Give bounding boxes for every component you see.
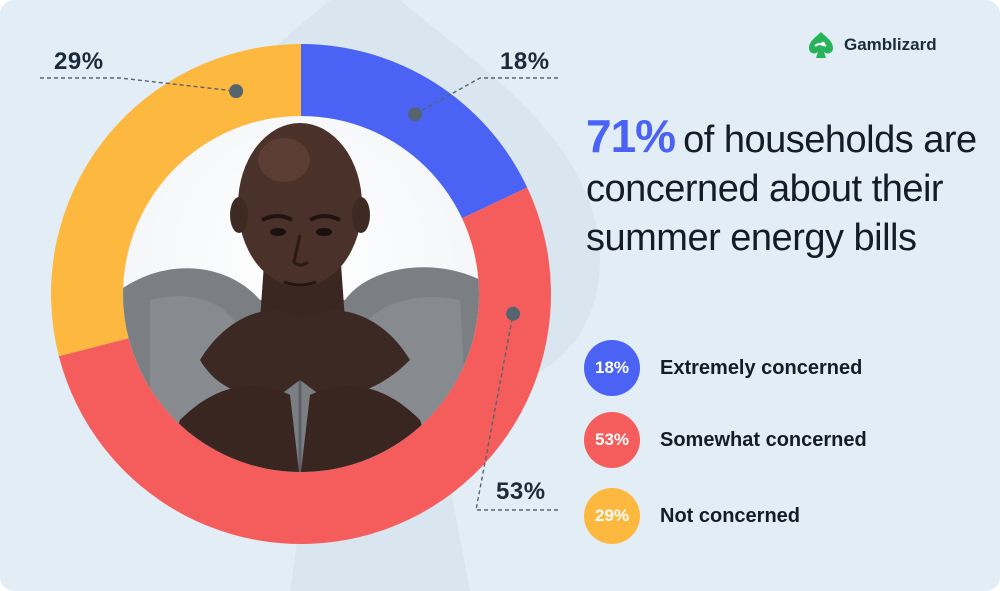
leader-line-extremely (414, 77, 558, 115)
leader-dot-somewhat (506, 306, 521, 321)
gamblizard-logo-icon (809, 32, 833, 58)
legend-badge: 18% (584, 340, 640, 396)
leader-line-not (40, 77, 237, 92)
legend-item-somewhat: 53% Somewhat concerned (584, 412, 867, 468)
donut-chart (40, 44, 558, 544)
donut-slice-somewhat (58, 187, 551, 544)
slice-label-somewhat: 53% (496, 478, 546, 505)
slice-label-extremely: 18% (500, 48, 550, 75)
headline: 71% of households are concerned about the… (586, 112, 986, 263)
headline-highlight: 71% (586, 110, 676, 162)
legend-item-extremely: 18% Extremely concerned (584, 340, 862, 396)
legend-label: Not concerned (660, 504, 801, 527)
slice-label-not: 29% (54, 48, 104, 75)
legend-label: Somewhat concerned (660, 428, 867, 451)
headline-text: of households are concerned about their … (586, 119, 977, 259)
legend-label: Extremely concerned (660, 356, 863, 379)
legend-item-not: 29% Not concerned (584, 488, 800, 544)
brand-name: Gamblizard (844, 35, 937, 54)
leader-dot-extremely (408, 107, 423, 122)
donut-slice-extremely (301, 44, 528, 220)
legend-badge: 29% (584, 488, 640, 544)
donut-slice-not (50, 44, 302, 357)
portrait-image (123, 116, 479, 472)
brand-logo[interactable]: Gamblizard (806, 28, 937, 62)
leader-dot-not (229, 84, 244, 99)
legend-badge: 53% (584, 412, 640, 468)
